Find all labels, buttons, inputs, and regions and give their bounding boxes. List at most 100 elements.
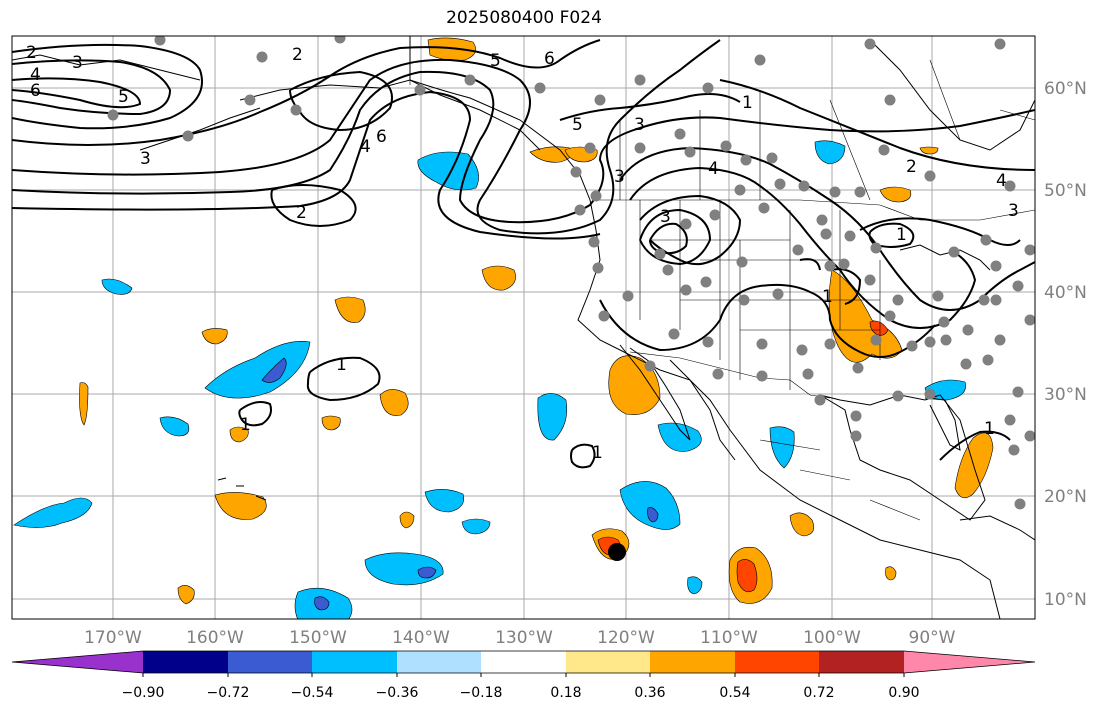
shade-negative [424,489,464,513]
shade-positive [321,415,341,431]
station-dot [662,264,674,276]
shade-strong-negative [314,596,330,611]
hawaii [217,477,267,501]
station-dot [864,38,876,50]
shade-negative [657,422,702,452]
colorbar [11,650,1036,677]
lon-label: 110°W [700,628,758,648]
station-dot [590,190,602,202]
contour-line [799,258,821,271]
station-dot [1008,444,1020,456]
station-dot [854,186,866,198]
contour-line [649,222,688,255]
station-dot [798,180,810,192]
station-dot [668,328,680,340]
anomaly-shading [13,37,994,619]
station-dot [924,336,936,348]
lon-label: 90°W [909,628,956,648]
colorbar-segment [397,651,481,673]
contour-label: 2 [292,45,303,65]
contour-label: 2 [26,43,37,63]
station-dot [924,388,936,400]
station-dot [712,368,724,380]
station-dot [107,109,119,121]
contour-label: 1 [742,93,753,113]
lon-label: 130°W [495,628,553,648]
station-dot [829,186,841,198]
shade-negative [814,140,846,165]
station-dot [990,294,1002,306]
shade-positive [481,265,516,291]
station-dot [878,144,890,156]
station-dot [994,38,1006,50]
colorbar-segment [143,651,228,673]
station-dot [598,310,610,322]
shade-strong-positive [736,559,758,593]
station-dot [924,170,936,182]
station-dot [700,276,712,288]
station-dot [892,390,904,402]
colorbar-segment [312,651,397,673]
station-dot [574,204,586,216]
lat-label: 20°N [1044,487,1087,507]
contour-label: 1 [240,415,251,435]
station-dot [864,274,876,286]
shade-strong-negative [647,507,659,523]
contour-label: 1 [592,443,603,463]
station-dot [906,340,918,352]
contour-line [559,93,741,121]
gulf-coast [819,394,986,521]
station-dot [940,334,952,346]
shade-positive [334,296,366,323]
station-dot [702,336,714,348]
station-dot [838,258,850,270]
station-dot [756,370,768,382]
shade-strong-negative [417,566,437,579]
contour-label-group: 2 3 4 6 5 3 2 6 4 5 6 5 3 1 3 4 3 2 4 3 … [26,43,1019,463]
contour-label: 6 [544,49,555,69]
contour-label: 3 [140,149,151,169]
station-dot [772,288,784,300]
station-dot [754,54,766,66]
station-dot [802,368,814,380]
station-dot [644,360,656,372]
station-dot [892,294,904,306]
coastlines [12,36,1035,619]
station-dot [684,146,696,158]
storm-marker [608,543,626,561]
station-dots [107,36,1035,510]
station-dot [334,36,346,44]
shade-positive [828,269,903,363]
station-dot [824,260,836,272]
station-dot [1004,180,1016,192]
station-dot [850,430,862,442]
station-dot [414,84,426,96]
map-gridlines [12,36,1035,619]
contour-label: 2 [906,157,917,177]
station-dot [734,184,746,196]
contour-line [238,401,272,427]
contour-line [12,70,1035,224]
contour-label: 5 [572,115,583,135]
contour-line [306,356,381,402]
station-dot [792,244,804,256]
latitude-labels: 60°N 50°N 40°N 30°N 20°N 10°N [1044,79,1087,610]
station-dot [709,209,721,221]
colorbar-extend-low [12,651,143,673]
station-dot [884,310,896,322]
shade-positive [919,146,939,155]
shade-positive [879,186,912,203]
station-dot [570,166,582,178]
station-dot [884,94,896,106]
station-dot [592,262,604,274]
station-dot [534,82,546,94]
station-dot [870,334,882,346]
station-dot [932,290,944,302]
shade-positive [177,585,195,605]
station-dot [796,344,808,356]
colorbar-tick-labels: −0.90 −0.72 −0.54 −0.36 −0.18 0.18 0.36 … [122,685,920,701]
colorbar-segment [650,651,735,673]
station-dot [736,256,748,268]
shade-negative [769,426,795,469]
